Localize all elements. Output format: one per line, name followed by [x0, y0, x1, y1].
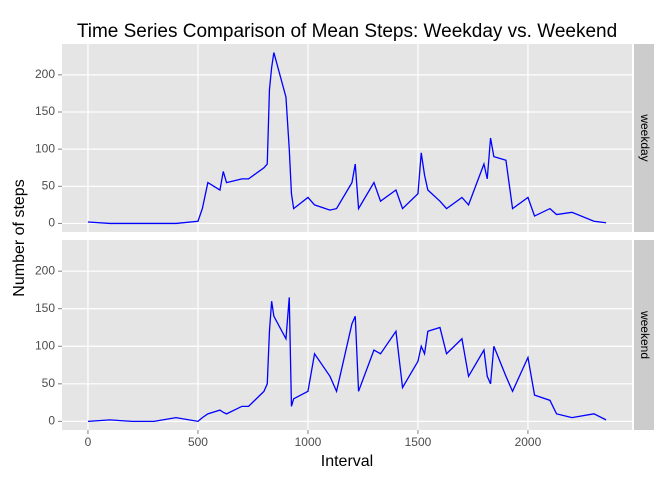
strip-background — [634, 44, 654, 232]
x-tick-label: 1500 — [405, 435, 432, 449]
y-tick-label: 0 — [48, 414, 55, 428]
panel-background — [62, 240, 632, 430]
y-tick-label: 150 — [35, 301, 55, 315]
y-tick-label: 200 — [35, 67, 55, 81]
strip-label: weekend — [638, 310, 652, 359]
x-tick-label: 500 — [188, 435, 208, 449]
series-line — [87, 297, 607, 423]
y-tick-label: 0 — [48, 216, 55, 230]
y-tick-label: 150 — [35, 104, 55, 118]
panel-background — [62, 44, 632, 232]
y-tick-label: 100 — [35, 141, 55, 155]
x-tick-label: 0 — [85, 435, 92, 449]
y-tick-label: 200 — [35, 263, 55, 277]
y-tick-label: 50 — [42, 178, 56, 192]
y-tick-label: 100 — [35, 338, 55, 352]
y-tick-label: 50 — [42, 376, 56, 390]
chart-title: Time Series Comparison of Mean Steps: We… — [77, 21, 617, 42]
x-axis-label: Interval — [321, 453, 373, 470]
y-axis-label: Number of steps — [11, 179, 28, 296]
strip-label: weekday — [638, 113, 652, 161]
series-line — [87, 52, 607, 225]
x-tick-label: 1000 — [295, 435, 322, 449]
x-tick-label: 2000 — [515, 435, 542, 449]
strip-background — [634, 240, 654, 430]
